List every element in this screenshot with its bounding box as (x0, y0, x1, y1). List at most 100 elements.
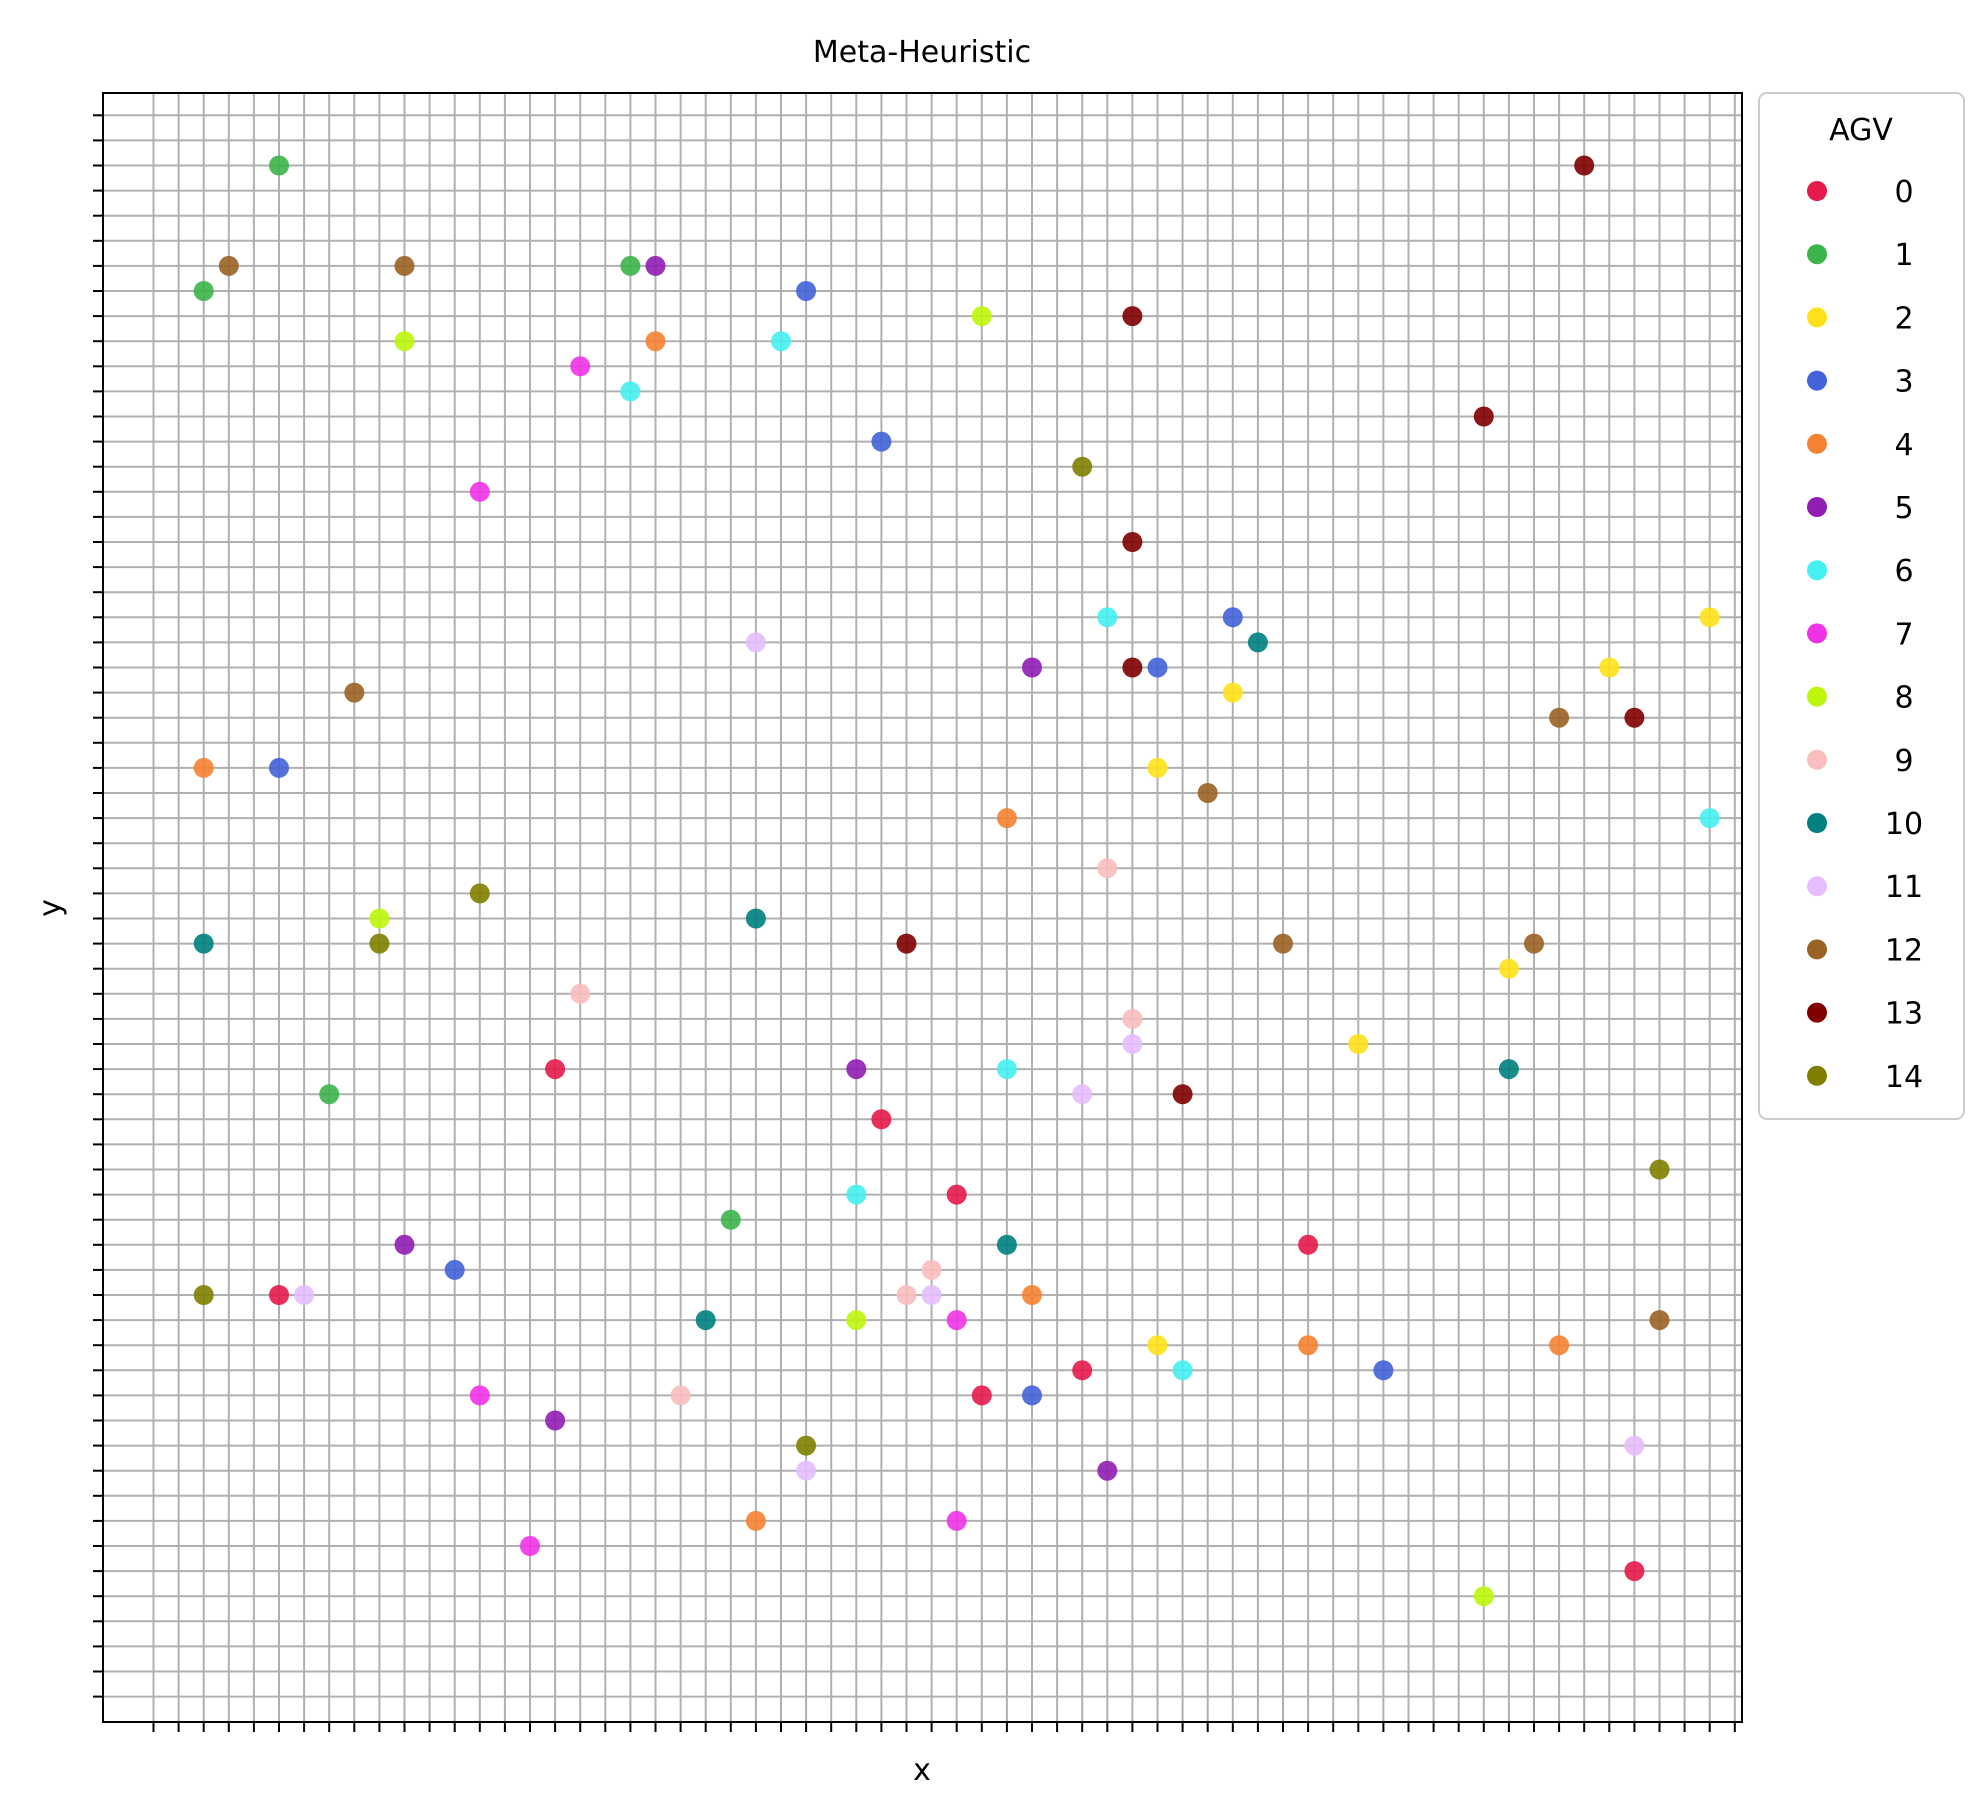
point-agv-9 (896, 1285, 917, 1305)
point-agv-4 (193, 757, 214, 778)
point-agv-13 (1172, 1084, 1193, 1105)
point-agv-6 (846, 1184, 867, 1205)
point-agv-13 (1122, 306, 1143, 327)
point-agv-2 (1222, 682, 1243, 703)
legend-label-agv-3: 3 (1894, 365, 1913, 400)
point-agv-12 (1524, 933, 1544, 954)
point-agv-10 (996, 1234, 1017, 1255)
point-agv-5 (645, 255, 666, 276)
point-agv-14 (1649, 1159, 1670, 1180)
legend-marker-agv-0 (1807, 181, 1827, 201)
point-agv-2 (1147, 757, 1168, 778)
point-agv-12 (1649, 1310, 1670, 1331)
point-agv-12 (394, 255, 415, 276)
legend-marker-agv-8 (1807, 686, 1827, 707)
legend-marker-agv-4 (1807, 433, 1827, 454)
point-agv-8 (846, 1310, 867, 1331)
point-agv-6 (1172, 1360, 1193, 1381)
series-agv-14 (193, 456, 1670, 1456)
data-points (193, 155, 1720, 1607)
point-agv-13 (1473, 406, 1494, 427)
point-agv-13 (1122, 532, 1143, 552)
legend-marker-agv-9 (1807, 749, 1827, 770)
point-agv-6 (1699, 808, 1720, 829)
point-agv-11 (294, 1285, 315, 1305)
point-agv-6 (996, 1059, 1017, 1080)
point-agv-0 (1298, 1234, 1319, 1255)
point-agv-9 (670, 1385, 691, 1406)
point-agv-7 (469, 481, 490, 502)
legend-label-agv-4: 4 (1894, 428, 1913, 463)
point-agv-10 (193, 933, 214, 954)
point-agv-3 (444, 1259, 465, 1280)
series-agv-13 (896, 155, 1645, 1105)
point-agv-7 (469, 1385, 490, 1406)
axis-ticks (93, 114, 1736, 1732)
point-agv-5 (394, 1234, 415, 1255)
point-agv-1 (720, 1209, 741, 1230)
point-agv-11 (1624, 1435, 1645, 1456)
point-agv-12 (1197, 783, 1218, 803)
point-agv-10 (1498, 1059, 1519, 1080)
legend-label-agv-10: 10 (1885, 807, 1923, 842)
point-agv-0 (971, 1385, 992, 1406)
series-agv-0 (269, 1059, 1645, 1582)
point-agv-4 (996, 808, 1017, 829)
legend-label-agv-13: 13 (1885, 997, 1923, 1032)
point-agv-13 (896, 933, 917, 954)
point-agv-0 (946, 1184, 967, 1205)
legend-marker-agv-3 (1807, 370, 1827, 391)
point-agv-0 (269, 1285, 289, 1305)
legend-label-agv-9: 9 (1894, 744, 1913, 779)
point-agv-4 (1298, 1335, 1319, 1356)
point-agv-12 (344, 682, 365, 703)
point-agv-11 (745, 632, 766, 653)
legend-label-agv-0: 0 (1894, 175, 1913, 210)
legend-title: AGV (1829, 113, 1893, 148)
point-agv-1 (193, 281, 214, 301)
point-agv-2 (1498, 958, 1519, 979)
point-agv-11 (796, 1460, 817, 1481)
point-agv-4 (1549, 1335, 1570, 1356)
point-agv-12 (218, 255, 239, 276)
point-agv-2 (1348, 1034, 1369, 1054)
point-agv-0 (1072, 1360, 1093, 1381)
point-agv-3 (796, 281, 817, 301)
point-agv-7 (946, 1310, 967, 1331)
point-agv-4 (745, 1510, 766, 1531)
legend-marker-agv-11 (1807, 876, 1827, 897)
chart-title: Meta-Heuristic (813, 35, 1031, 70)
legend-label-agv-2: 2 (1894, 301, 1913, 336)
point-agv-7 (946, 1510, 967, 1531)
series-agv-10 (193, 632, 1519, 1331)
point-agv-8 (394, 331, 415, 352)
point-agv-14 (469, 883, 490, 904)
point-agv-14 (369, 933, 390, 954)
point-agv-7 (570, 356, 591, 377)
series-agv-1 (193, 155, 741, 1230)
series-agv-7 (469, 356, 967, 1556)
point-agv-3 (1222, 607, 1243, 628)
series-agv-12 (218, 255, 1670, 1331)
point-agv-9 (570, 983, 591, 1004)
point-agv-11 (1122, 1034, 1143, 1054)
point-agv-2 (1699, 607, 1720, 628)
legend-label-agv-1: 1 (1894, 238, 1913, 273)
legend-marker-agv-13 (1807, 1002, 1827, 1023)
series-agv-6 (620, 331, 1720, 1381)
point-agv-9 (1097, 858, 1118, 879)
point-agv-8 (1473, 1586, 1494, 1607)
point-agv-1 (319, 1084, 340, 1105)
x-axis-label: x (913, 1753, 931, 1788)
point-agv-5 (846, 1059, 867, 1080)
series-agv-11 (294, 632, 1645, 1481)
legend-marker-agv-6 (1807, 560, 1827, 581)
legend-label-agv-6: 6 (1894, 554, 1913, 589)
series-agv-9 (570, 858, 1143, 1406)
point-agv-9 (1122, 1008, 1143, 1029)
point-agv-8 (971, 306, 992, 327)
point-agv-10 (745, 908, 766, 929)
legend-marker-agv-2 (1807, 307, 1827, 328)
legend-marker-agv-12 (1807, 939, 1827, 960)
